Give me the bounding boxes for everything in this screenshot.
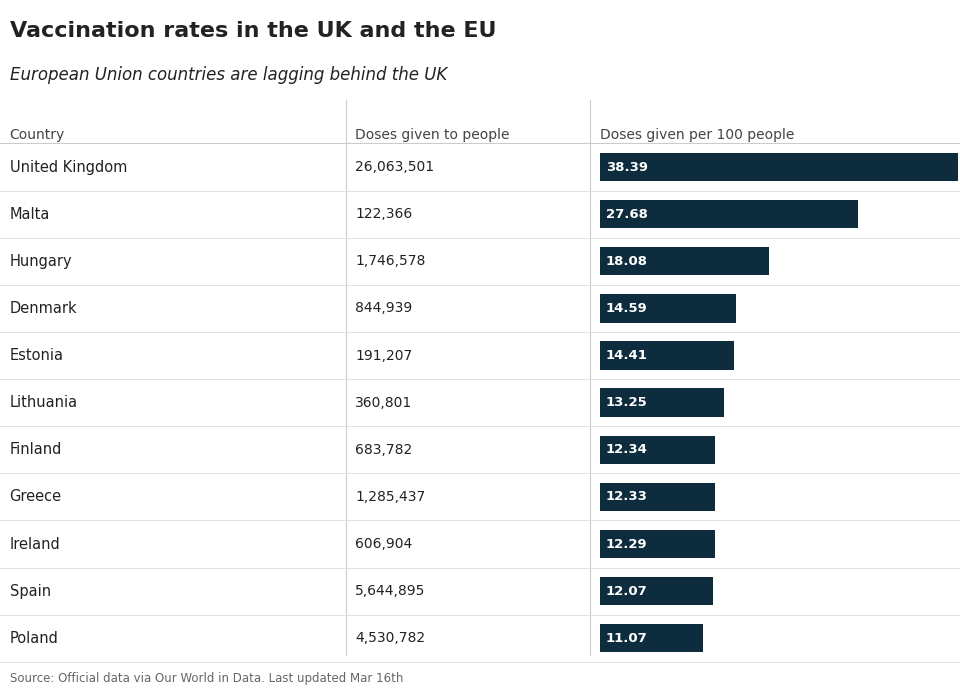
- Text: 844,939: 844,939: [355, 301, 413, 315]
- Bar: [600, 200, 858, 228]
- Text: Lithuania: Lithuania: [10, 395, 78, 410]
- Text: Poland: Poland: [10, 631, 59, 646]
- Text: 12.07: 12.07: [606, 585, 647, 597]
- Text: Hungary: Hungary: [10, 254, 72, 269]
- Text: Estonia: Estonia: [10, 348, 63, 363]
- Text: Ireland: Ireland: [10, 536, 60, 552]
- Bar: [600, 530, 714, 558]
- Text: 11.07: 11.07: [606, 632, 647, 644]
- Text: Country: Country: [10, 128, 65, 142]
- Text: 12.29: 12.29: [606, 538, 647, 550]
- Text: 38.39: 38.39: [606, 161, 648, 173]
- Text: Finland: Finland: [10, 442, 62, 457]
- Text: United Kingdom: United Kingdom: [10, 159, 127, 175]
- Bar: [600, 577, 712, 605]
- Text: 18.08: 18.08: [606, 255, 648, 267]
- Text: 27.68: 27.68: [606, 208, 648, 220]
- Text: Source: Official data via Our World in Data. Last updated Mar 16th: Source: Official data via Our World in D…: [10, 672, 403, 685]
- Bar: [600, 295, 736, 322]
- Bar: [600, 153, 958, 181]
- Text: 1,285,437: 1,285,437: [355, 490, 425, 504]
- Text: 13.25: 13.25: [606, 396, 647, 409]
- Text: European Union countries are lagging behind the UK: European Union countries are lagging beh…: [10, 66, 446, 84]
- Text: 1,746,578: 1,746,578: [355, 254, 425, 268]
- Bar: [600, 247, 769, 275]
- Text: 12.33: 12.33: [606, 491, 648, 503]
- Text: 606,904: 606,904: [355, 537, 413, 551]
- Text: Spain: Spain: [10, 584, 51, 599]
- Text: 12.34: 12.34: [606, 444, 648, 456]
- Text: Doses given to people: Doses given to people: [355, 128, 510, 142]
- Text: 683,782: 683,782: [355, 443, 413, 457]
- Text: 14.41: 14.41: [606, 349, 648, 362]
- Bar: [600, 342, 734, 369]
- Bar: [600, 436, 715, 464]
- Text: Greece: Greece: [10, 489, 61, 505]
- Text: 26,063,501: 26,063,501: [355, 160, 434, 174]
- Text: 360,801: 360,801: [355, 396, 413, 410]
- Text: Malta: Malta: [10, 207, 50, 222]
- Text: Vaccination rates in the UK and the EU: Vaccination rates in the UK and the EU: [10, 21, 496, 41]
- Bar: [600, 389, 724, 416]
- Text: Denmark: Denmark: [10, 301, 77, 316]
- Text: Doses given per 100 people: Doses given per 100 people: [600, 128, 794, 142]
- Text: 14.59: 14.59: [606, 302, 647, 315]
- Bar: [600, 624, 704, 652]
- Text: 122,366: 122,366: [355, 207, 413, 221]
- Text: 4,530,782: 4,530,782: [355, 631, 425, 645]
- Text: 5,644,895: 5,644,895: [355, 584, 425, 598]
- Bar: [600, 483, 715, 511]
- Text: 191,207: 191,207: [355, 349, 413, 362]
